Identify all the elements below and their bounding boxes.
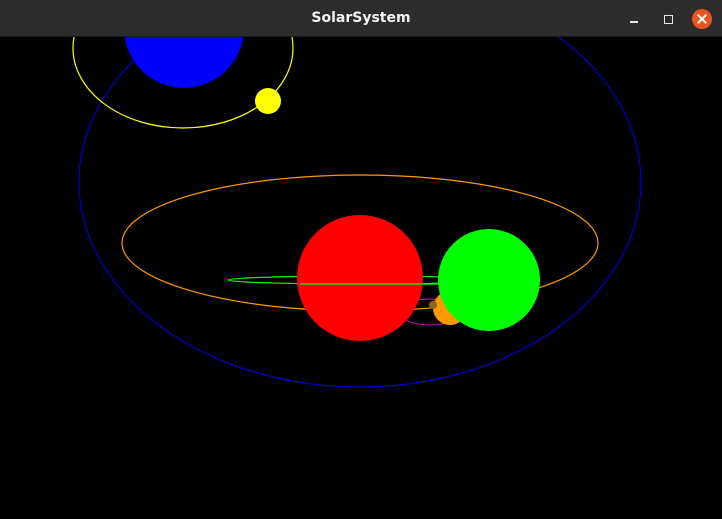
maximize-icon bbox=[663, 14, 673, 24]
maximize-button[interactable] bbox=[658, 9, 678, 29]
green-planet bbox=[438, 229, 540, 331]
yellow-moon bbox=[255, 88, 281, 114]
close-button[interactable] bbox=[692, 9, 712, 29]
title-bar[interactable]: SolarSystem bbox=[0, 0, 722, 37]
red-sun bbox=[297, 215, 423, 341]
minimize-icon bbox=[630, 21, 638, 23]
minimize-button[interactable] bbox=[624, 9, 644, 29]
render-canvas[interactable] bbox=[0, 37, 722, 519]
blue-orbit bbox=[78, 37, 642, 388]
small-planet bbox=[429, 301, 437, 309]
yellow-moon-orbit bbox=[72, 37, 294, 129]
window-title: SolarSystem bbox=[311, 10, 411, 26]
blue-planet bbox=[124, 37, 244, 88]
solar-system-scene bbox=[72, 37, 642, 388]
close-icon bbox=[697, 14, 707, 24]
